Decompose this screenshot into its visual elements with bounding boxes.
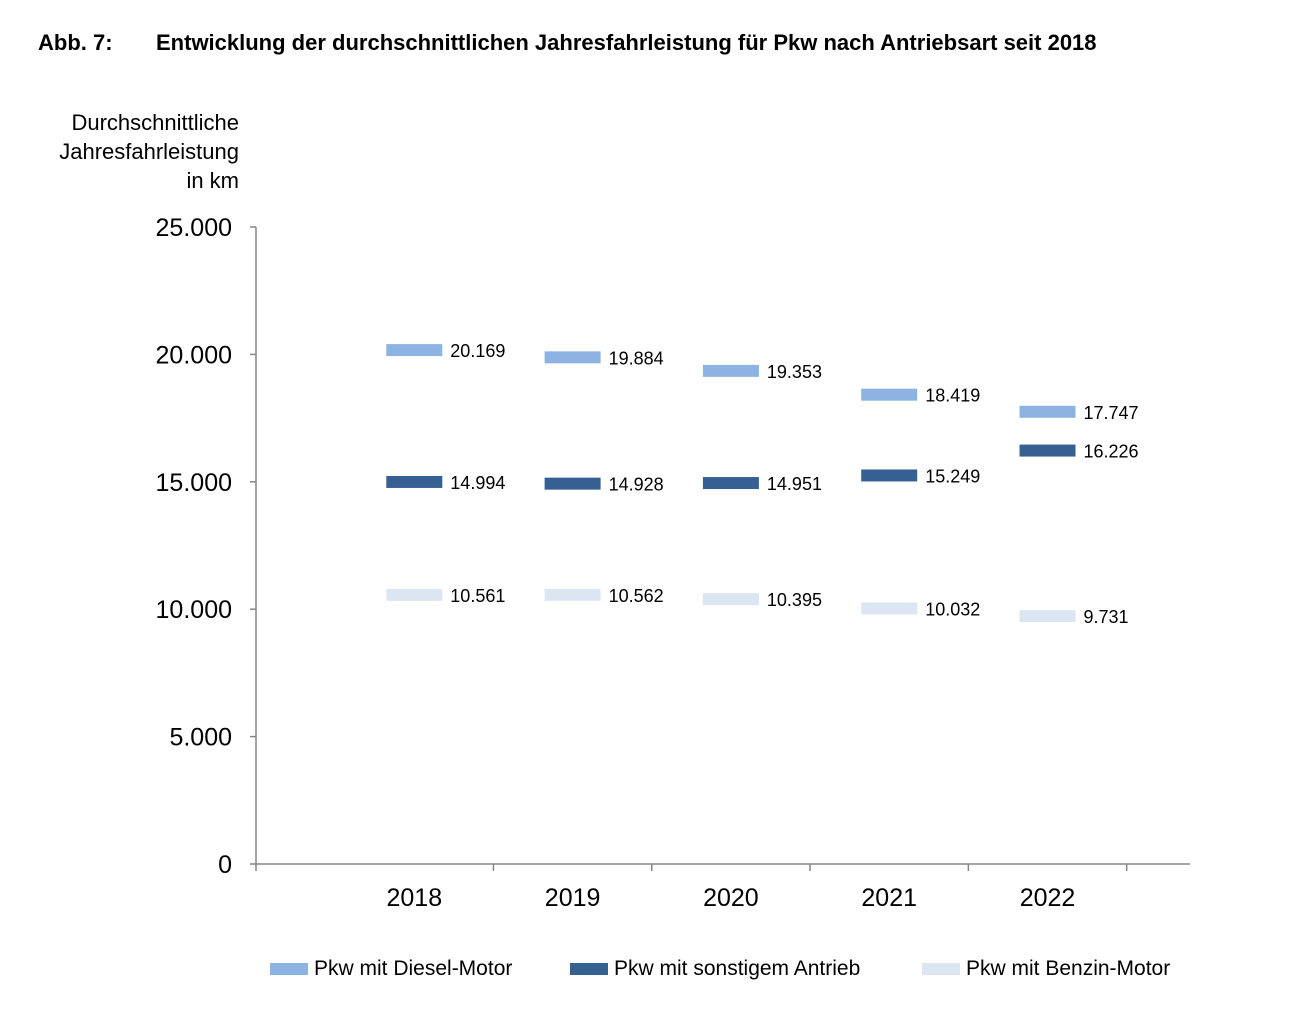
legend-item-sonstige: Pkw mit sonstigem Antrieb: [570, 957, 860, 981]
data-label-benzin: 10.562: [609, 586, 664, 606]
marker-diesel: [702, 364, 759, 377]
legend-label-benzin: Pkw mit Benzin-Motor: [966, 957, 1171, 980]
x-tick-label: 2020: [703, 884, 759, 912]
x-tick-label: 2019: [545, 884, 601, 912]
y-axis-title-line-2: Jahresfahrleistung: [59, 139, 239, 164]
marker-diesel: [386, 344, 443, 357]
marker-sonstige: [386, 475, 443, 488]
legend-item-diesel: Pkw mit Diesel-Motor: [270, 957, 512, 981]
data-label-diesel: 20.169: [450, 341, 505, 361]
data-label-diesel: 18.419: [925, 386, 980, 406]
legend-label-sonstige: Pkw mit sonstigem Antrieb: [614, 957, 861, 980]
data-label-benzin: 10.032: [925, 599, 980, 619]
marker-sonstige: [1019, 444, 1076, 457]
y-axis-title: Durchschnittliche Jahresfahrleistung in …: [0, 108, 239, 195]
x-tick-label: 2022: [1020, 884, 1076, 912]
y-tick-label: 20.000: [156, 341, 232, 369]
x-tick-label: 2018: [386, 884, 442, 912]
y-tick-label: 10.000: [156, 596, 232, 624]
figure-title-text: Entwicklung der durchschnittlichen Jahre…: [156, 30, 1097, 55]
legend-label-diesel: Pkw mit Diesel-Motor: [314, 957, 513, 980]
data-label-benzin: 9.731: [1084, 607, 1129, 627]
y-tick-label: 5.000: [169, 724, 232, 752]
data-label-diesel: 17.747: [1084, 403, 1139, 423]
y-tick-label: 15.000: [156, 469, 232, 497]
marker-benzin: [702, 593, 759, 606]
data-label-sonstige: 16.226: [1084, 442, 1139, 462]
marker-sonstige: [861, 469, 918, 482]
x-tick-label: 2021: [861, 884, 917, 912]
chart-title: Abb. 7: Entwicklung der durchschnittliche…: [38, 30, 1097, 56]
data-label-sonstige: 14.951: [767, 474, 822, 494]
marker-sonstige: [702, 477, 759, 490]
marker-benzin: [544, 588, 601, 601]
y-tick-label: 0: [218, 851, 232, 879]
y-tick-label: 25.000: [156, 214, 232, 242]
marker-diesel: [544, 351, 601, 364]
y-axis-title-line-1: Durchschnittliche: [71, 110, 239, 135]
marker-benzin: [386, 588, 443, 601]
data-label-sonstige: 14.928: [609, 475, 664, 495]
legend-item-benzin: Pkw mit Benzin-Motor: [922, 957, 1170, 981]
data-label-diesel: 19.353: [767, 362, 822, 382]
legend-swatch-sonstige: [570, 963, 608, 975]
marker-sonstige: [544, 477, 601, 490]
marker-benzin: [1019, 610, 1076, 623]
data-label-sonstige: 15.249: [925, 466, 980, 486]
marker-benzin: [861, 602, 918, 615]
data-label-sonstige: 14.994: [450, 473, 505, 493]
legend-swatch-diesel: [270, 963, 308, 975]
figure-number: Abb. 7:: [38, 30, 113, 55]
marker-diesel: [1019, 405, 1076, 418]
legend-swatch-benzin: [922, 963, 960, 975]
y-axis-title-line-3: in km: [186, 168, 239, 193]
data-label-diesel: 19.884: [609, 348, 664, 368]
data-label-benzin: 10.561: [450, 586, 505, 606]
marker-diesel: [861, 388, 918, 401]
data-label-benzin: 10.395: [767, 590, 822, 610]
